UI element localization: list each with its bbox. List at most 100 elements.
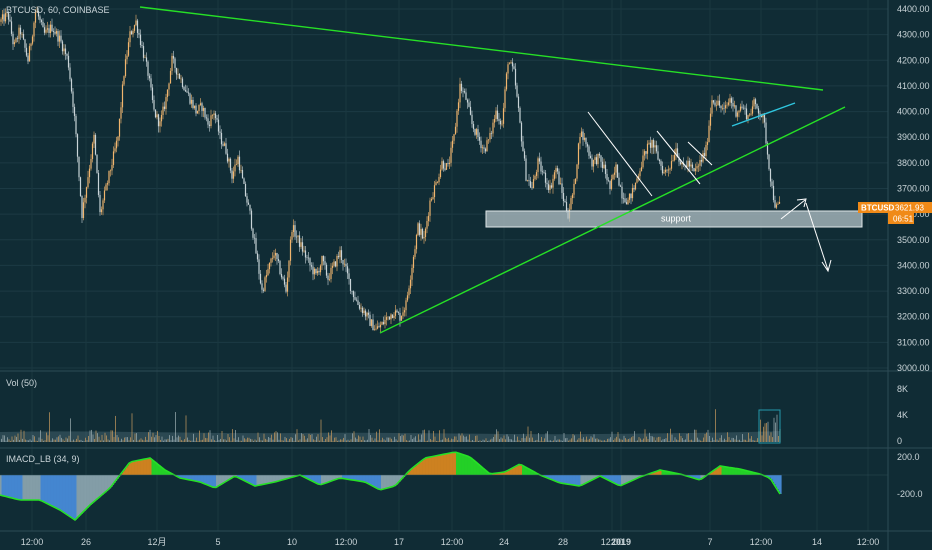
candle-body xyxy=(552,178,554,188)
volume-bar xyxy=(733,437,734,442)
volume-bar xyxy=(269,437,271,442)
candle-body xyxy=(235,164,238,165)
volume-bar xyxy=(35,440,37,442)
candle-body xyxy=(370,319,373,326)
candle-body xyxy=(169,70,172,84)
candle-body xyxy=(759,113,761,115)
macd-bar xyxy=(163,468,166,475)
volume-bar xyxy=(166,439,167,442)
macd-bar xyxy=(615,475,617,484)
volume-bar xyxy=(685,439,686,442)
candle-body xyxy=(649,142,652,148)
macd-bar xyxy=(357,475,359,481)
candle-body xyxy=(226,153,229,162)
volume-bar xyxy=(406,440,407,442)
volume-bar xyxy=(272,439,274,442)
price-tag[interactable]: BTCUSD 3621.93 06:51 xyxy=(858,202,932,224)
candle-body xyxy=(501,123,503,125)
candle-body xyxy=(9,19,11,22)
candle-body xyxy=(63,48,65,52)
candle-body xyxy=(16,38,19,39)
macd-bar xyxy=(12,475,14,498)
downtrend-line-2[interactable] xyxy=(656,130,701,185)
candle-body xyxy=(264,277,266,291)
volume-bar xyxy=(763,426,764,442)
volume-bar xyxy=(602,440,604,442)
volume-bar xyxy=(196,437,197,442)
volume-bar xyxy=(17,433,19,442)
support-zone[interactable] xyxy=(485,210,863,228)
macd-bar xyxy=(385,475,388,489)
macd-bar xyxy=(411,469,413,475)
volume-bar xyxy=(658,436,659,442)
volume-bar xyxy=(619,438,620,442)
macd-bar xyxy=(651,473,653,475)
candle-body xyxy=(603,164,605,168)
volume-bar xyxy=(532,437,533,442)
macd-bar xyxy=(550,475,553,480)
macd-bar xyxy=(57,475,59,509)
candle-body xyxy=(343,263,346,265)
macd-bar xyxy=(589,475,592,482)
candle-body xyxy=(430,199,433,201)
volume-bar xyxy=(224,439,226,442)
candle-body xyxy=(124,59,127,77)
candle-body xyxy=(517,96,520,108)
macd-bar xyxy=(439,455,442,475)
price-tick-label: 4000.00 xyxy=(897,107,930,117)
volume-bar xyxy=(520,440,521,442)
macd-bar xyxy=(465,455,467,475)
volume-bar xyxy=(742,434,743,442)
drop-arrow[interactable] xyxy=(805,202,832,273)
volume-bar xyxy=(4,435,5,442)
candle-body xyxy=(544,172,547,183)
macd-bar xyxy=(531,470,533,475)
volume-highlight-box[interactable] xyxy=(758,409,781,444)
macd-bar xyxy=(745,470,748,475)
candle-body xyxy=(390,314,392,320)
candle-body xyxy=(637,176,640,179)
price-axis[interactable]: 4400.004300.004200.004100.004000.003900.… xyxy=(897,4,930,373)
volume-bar xyxy=(554,436,556,442)
macd-bar xyxy=(595,475,598,479)
volume-bar xyxy=(37,440,38,442)
downtrend-line-1[interactable] xyxy=(587,111,653,197)
macd-bar xyxy=(495,473,497,475)
macd-bar xyxy=(360,475,362,482)
volume-bar xyxy=(268,437,269,442)
volume-bar xyxy=(298,440,299,442)
candle-body xyxy=(40,20,43,22)
bounce-arrow[interactable] xyxy=(780,198,807,220)
candle-body xyxy=(697,165,700,167)
volume-bar xyxy=(725,440,727,442)
volume-bar xyxy=(470,440,472,442)
lower-trendline[interactable] xyxy=(379,106,846,334)
candle-body xyxy=(429,200,431,216)
candle-body xyxy=(582,131,584,140)
channel-line[interactable] xyxy=(731,102,796,127)
candle-body xyxy=(406,295,409,301)
volume-bar xyxy=(104,432,106,442)
candle-body xyxy=(288,260,290,278)
volume-bar xyxy=(664,439,665,442)
candle-body xyxy=(43,27,46,33)
macd-bar xyxy=(574,475,577,486)
candle-body xyxy=(772,185,775,201)
candle-body xyxy=(421,228,424,239)
macd-bar xyxy=(33,475,35,500)
volume-bar xyxy=(16,436,17,442)
macd-bar xyxy=(160,466,163,475)
candle-body xyxy=(217,119,220,132)
candle-body xyxy=(721,108,724,109)
volume-bar xyxy=(163,440,164,442)
candle-body xyxy=(340,250,343,260)
candle-body xyxy=(82,202,85,219)
candle-body xyxy=(261,283,263,290)
candle-body xyxy=(484,148,487,152)
downtrend-line-3[interactable] xyxy=(687,141,713,166)
upper-trendline[interactable] xyxy=(139,6,824,91)
volume-bar xyxy=(560,440,562,442)
candle-body xyxy=(562,192,565,201)
